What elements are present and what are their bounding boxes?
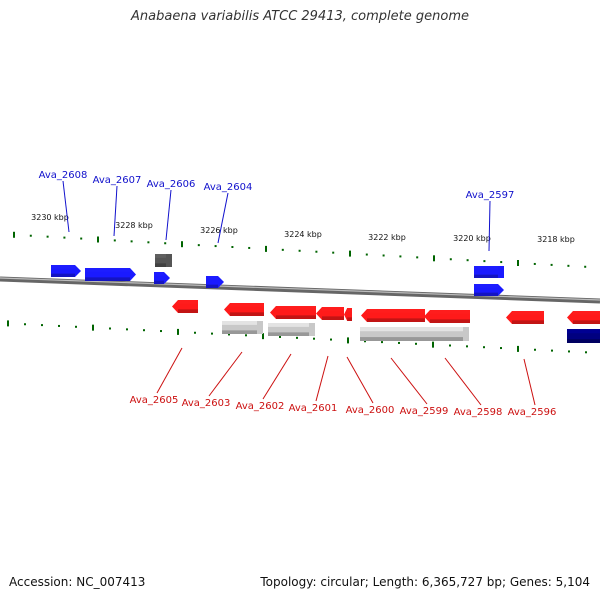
forward-gene-arrow — [51, 265, 81, 277]
scale-label: 3220 kbp — [453, 234, 491, 243]
scale-label: 3226 kbp — [200, 226, 238, 235]
reverse-gene-arrow — [506, 311, 544, 324]
forward-gene-arrow — [206, 276, 224, 288]
forward-gene-label: Ava_2604 — [204, 182, 253, 193]
reverse-gene-leader — [444, 357, 482, 406]
reverse-gene-label: Ava_2602 — [236, 401, 285, 412]
forward-gene-label: Ava_2606 — [147, 179, 196, 190]
genome-summary: Topology: circular; Length: 6,365,727 bp… — [260, 575, 590, 589]
accession-label: Accession: NC_007413 — [9, 575, 146, 589]
genome-title: Anabaena variabilis ATCC 29413, complete… — [131, 9, 469, 24]
reverse-gene-arrow — [316, 307, 344, 320]
forward-gene-arrow — [474, 284, 504, 296]
forward-gene-label: Ava_2607 — [93, 175, 142, 186]
reverse-gene-leader — [262, 353, 292, 400]
forward-gene-leader — [217, 192, 229, 244]
reverse-gene-leader — [315, 355, 329, 402]
reverse-gene-label: Ava_2599 — [400, 406, 449, 417]
reverse-gene-arrow — [567, 311, 600, 324]
reverse-gene-label: Ava_2600 — [346, 405, 395, 416]
reverse-gene-label: Ava_2601 — [289, 403, 338, 414]
other-feature — [155, 254, 172, 267]
scale-label: 3230 kbp — [31, 213, 69, 222]
chromosome-backbone-highlight — [0, 277, 600, 301]
dark-feature — [567, 329, 600, 343]
reverse-gene-arrow — [361, 309, 425, 322]
forward-gene-leader — [113, 185, 118, 237]
scale-label: 3218 kbp — [537, 235, 575, 244]
reverse-gene-arrow — [224, 303, 264, 316]
reverse-gene-leader — [523, 358, 536, 406]
forward-gene-arrow — [474, 266, 504, 278]
chromosome-backbone — [0, 276, 600, 304]
forward-gene-leader — [62, 180, 70, 233]
rna-feature — [268, 323, 315, 336]
forward-gene-leader — [488, 200, 491, 252]
forward-gene-arrow — [154, 272, 170, 284]
rna-feature — [360, 327, 469, 341]
reverse-gene-arrow — [270, 306, 316, 319]
reverse-gene-arrow — [344, 308, 352, 321]
rna-feature — [222, 321, 263, 334]
reverse-gene-label: Ava_2598 — [454, 407, 503, 418]
reverse-gene-arrow — [424, 310, 470, 323]
reverse-gene-leader — [390, 357, 428, 405]
forward-gene-label: Ava_2608 — [39, 170, 88, 181]
scale-label: 3228 kbp — [115, 221, 153, 230]
reverse-gene-leader — [208, 351, 243, 397]
forward-gene-label: Ava_2597 — [466, 190, 515, 201]
forward-gene-leader — [165, 189, 172, 241]
reverse-gene-label: Ava_2596 — [508, 407, 557, 418]
forward-gene-arrow — [85, 268, 136, 281]
scale-label: 3222 kbp — [368, 233, 406, 242]
reverse-gene-label: Ava_2603 — [182, 398, 231, 409]
scale-label: 3224 kbp — [284, 230, 322, 239]
reverse-gene-arrow — [172, 300, 198, 313]
reverse-gene-label: Ava_2605 — [130, 395, 179, 406]
reverse-gene-leader — [346, 356, 374, 404]
reverse-gene-leader — [156, 347, 183, 394]
